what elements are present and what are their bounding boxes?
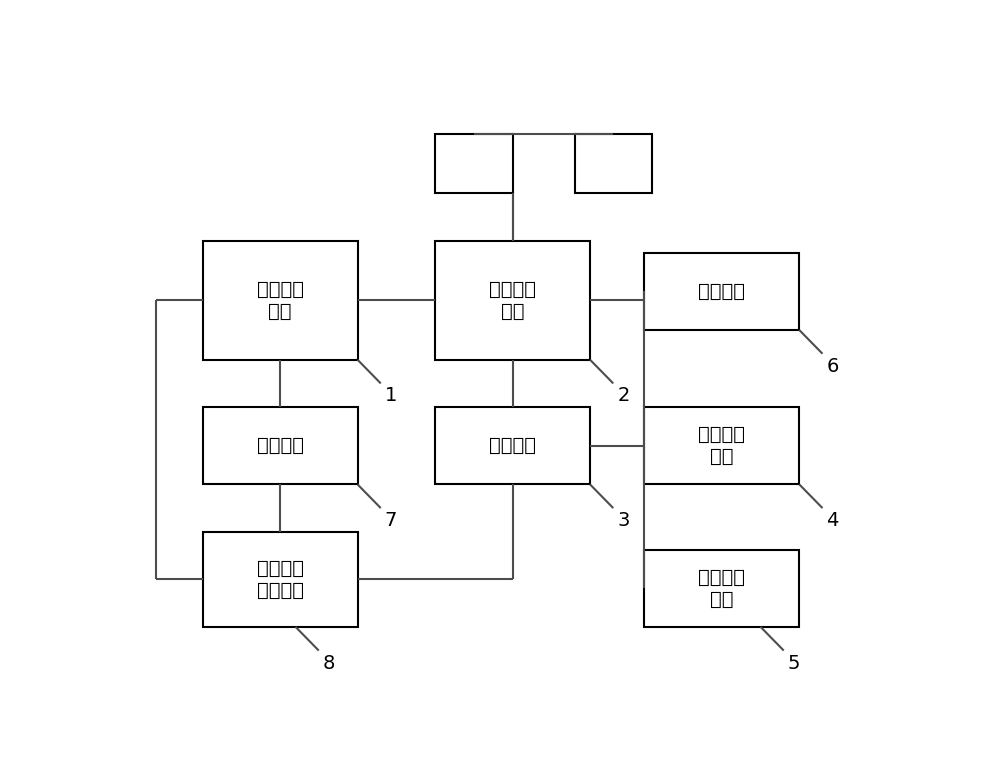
Text: 8: 8 <box>323 654 335 672</box>
Bar <box>644 407 799 484</box>
Text: 1: 1 <box>385 386 397 406</box>
Text: 3: 3 <box>617 511 630 530</box>
Text: 7: 7 <box>385 511 397 530</box>
Bar <box>644 550 799 627</box>
Bar <box>202 407 358 484</box>
Text: 过压泄出
模块: 过压泄出 模块 <box>698 426 745 466</box>
Text: 4: 4 <box>826 511 839 530</box>
Text: 过放断开
模块: 过放断开 模块 <box>698 567 745 609</box>
Bar <box>574 134 652 194</box>
Text: 2: 2 <box>617 386 630 406</box>
Bar <box>435 407 590 484</box>
Bar <box>644 253 799 330</box>
Bar <box>202 241 358 359</box>
Text: 电池供电
模块: 电池供电 模块 <box>489 280 536 321</box>
Text: 延时模块: 延时模块 <box>256 436 304 455</box>
Text: 反馈模块: 反馈模块 <box>698 282 745 301</box>
Bar <box>435 134 512 194</box>
Text: 6: 6 <box>826 357 839 375</box>
Text: 电池模块: 电池模块 <box>489 436 536 455</box>
Bar <box>435 241 590 359</box>
Text: 5: 5 <box>788 654 800 672</box>
Text: 电压输入
模块: 电压输入 模块 <box>256 280 304 321</box>
Text: 充电故障
检测模块: 充电故障 检测模块 <box>256 559 304 600</box>
Bar <box>202 532 358 627</box>
